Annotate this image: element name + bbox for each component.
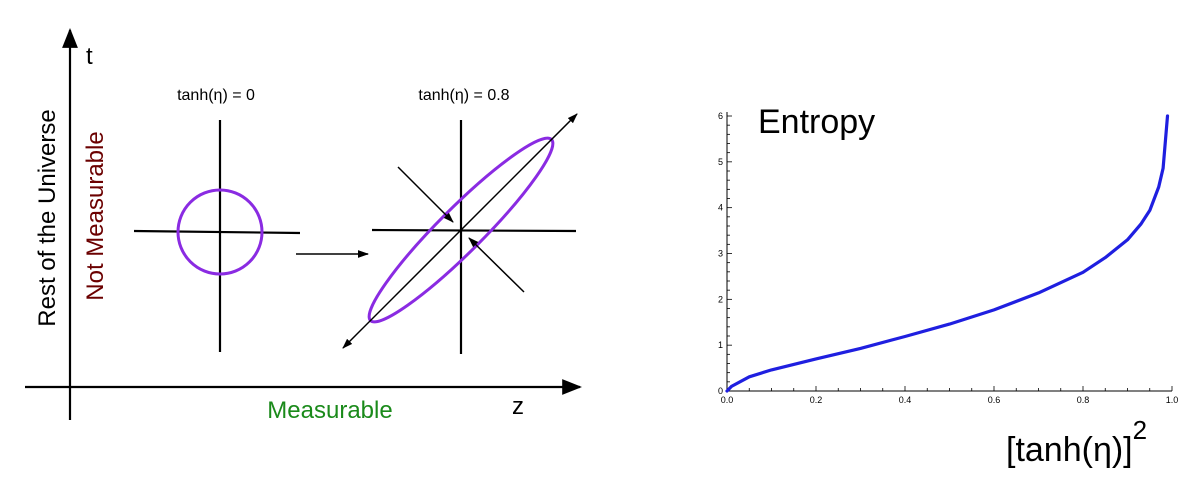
not-measurable-label: Not Measurable <box>82 131 109 300</box>
chart-ticks <box>726 115 1173 392</box>
entropy-curve <box>725 114 1170 393</box>
rest-of-universe-label: Rest of the Universe <box>34 109 61 326</box>
uncertainty-circle <box>176 188 264 276</box>
z-axis-label: z <box>512 393 524 420</box>
chart-tick-labels: 0.0 0.2 0.4 0.6 0.8 1.0 0 1 2 3 4 5 6 <box>718 111 1178 405</box>
stretch-axis-arrow <box>342 113 578 349</box>
y-tick-label: 0 <box>718 386 723 396</box>
panel-left-horizontal-axis <box>133 229 301 235</box>
x-tick-label: 1.0 <box>1166 395 1179 405</box>
spacetime-diagram: t z Rest of the Universe Not Measurable … <box>25 28 582 424</box>
x-tick-label: 0.2 <box>810 395 823 405</box>
chart-x-label-exponent: 2 <box>1133 415 1147 445</box>
y-tick-label: 6 <box>718 111 723 121</box>
y-tick-label: 2 <box>718 294 723 304</box>
chart-x-label-base: [tanh(η)] <box>1006 431 1133 469</box>
y-tick-label: 4 <box>718 203 723 213</box>
squeeze-arrow-lower <box>468 237 525 293</box>
entropy-chart: 0.0 0.2 0.4 0.6 0.8 1.0 0 1 2 3 4 5 6 Entropy [tanh(… <box>718 103 1178 469</box>
y-tick-label: 3 <box>718 249 723 259</box>
x-tick-label: 0.8 <box>1077 395 1090 405</box>
panel-right-label: tanh(η) = 0.8 <box>418 87 509 104</box>
y-tick-label: 5 <box>718 157 723 167</box>
t-axis-label: t <box>86 43 93 70</box>
chart-x-label: [tanh(η)]2 <box>1006 415 1147 469</box>
measurable-label: Measurable <box>267 397 392 424</box>
y-tick-label: 1 <box>718 340 723 350</box>
x-tick-label: 0.4 <box>899 395 912 405</box>
panel-right-horizontal-axis <box>371 228 577 233</box>
x-tick-label: 0.0 <box>721 395 734 405</box>
squeeze-arrow-upper <box>397 166 454 223</box>
panel-left-label: tanh(η) = 0 <box>177 87 255 104</box>
x-tick-label: 0.6 <box>988 395 1001 405</box>
chart-title: Entropy <box>758 103 875 141</box>
